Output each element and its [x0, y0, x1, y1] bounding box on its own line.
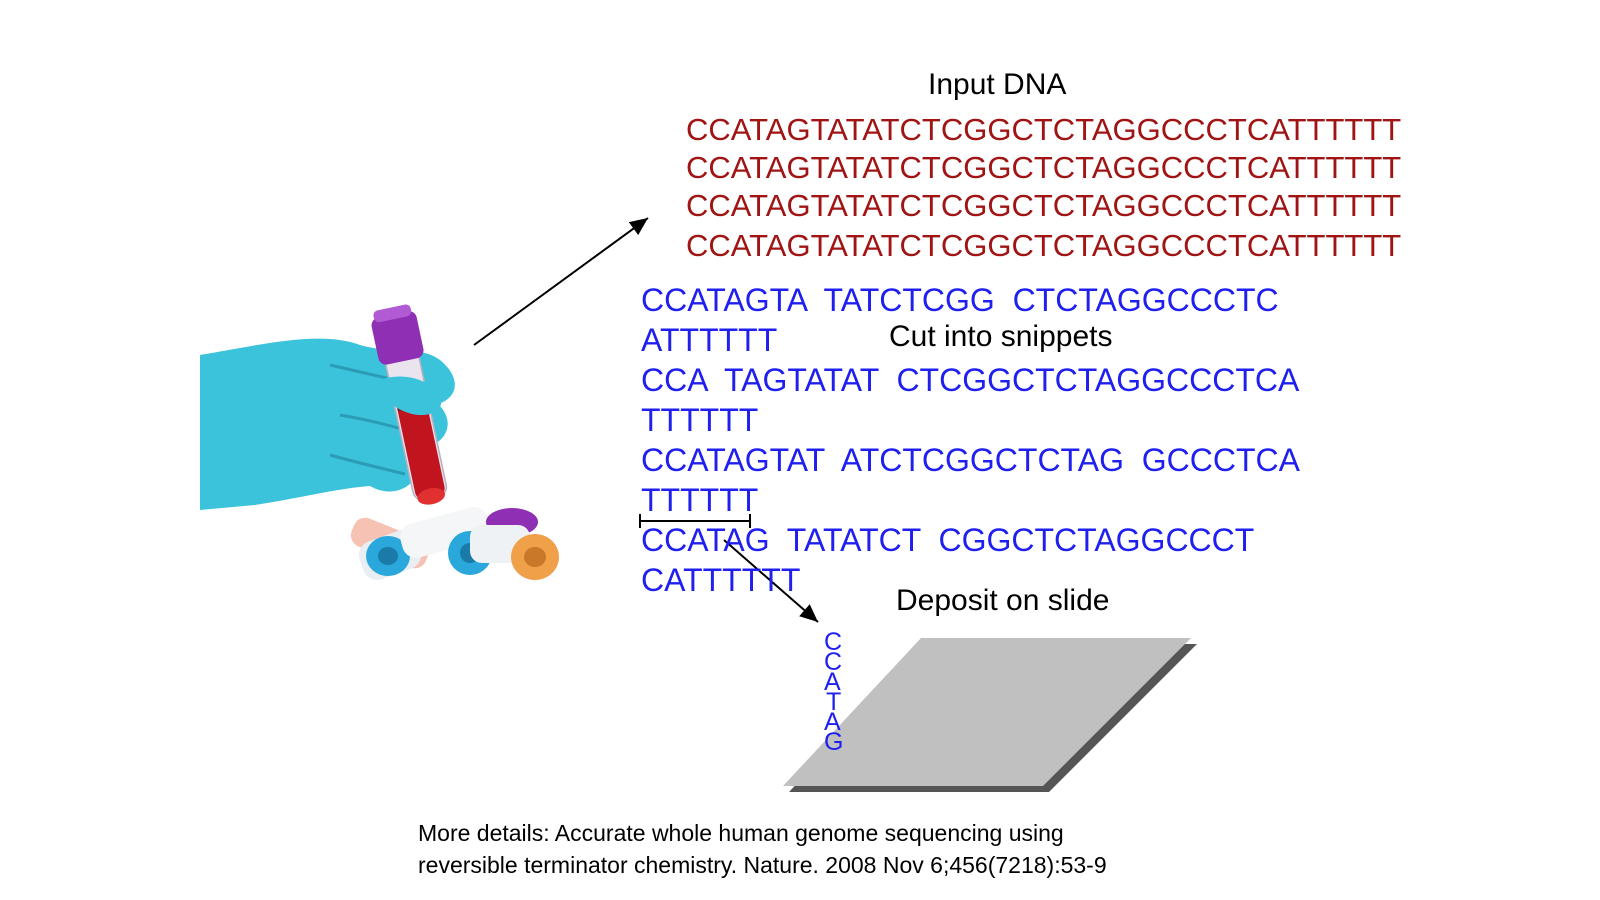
- citation-line-2: reversible terminator chemistry. Nature.…: [418, 852, 1107, 878]
- dna-line: CCATAGTATATCTCGGCTCTAGGCCCTCATTTTTT: [686, 228, 1402, 263]
- arrow-to-input-dna: [473, 217, 649, 346]
- dna-line: CCATAGTATATCTCGGCTCTAGGCCCTCATTTTTT: [686, 150, 1402, 185]
- deposited-letter: C: [824, 628, 843, 656]
- input-dna-block: CCATAGTATATCTCGGCTCTAGGCCCTCATTTTTT CCAT…: [686, 110, 1412, 270]
- cut-snippets-heading: Cut into snippets: [889, 320, 1113, 353]
- snippet-line: CATTTTTT: [641, 562, 801, 598]
- snippet-line: CCATAGTA TATCTCGG CTCTAGGCCCTC: [641, 282, 1279, 318]
- snippet-line: CCA TAGTATAT CTCGGCTCTAGGCCCTCA: [641, 362, 1300, 398]
- snippet-line: TTTTTT: [641, 402, 759, 438]
- glove-thumb: [380, 376, 442, 416]
- snippet-line: CCATAG TATATCT CGGCTCTAGGCCCT: [641, 522, 1255, 558]
- snippet-line: CCATAGTAT ATCTCGGCTCTAG GCCCTCA: [641, 442, 1300, 478]
- deposited-letter: G: [824, 728, 844, 756]
- deposit-heading: Deposit on slide: [896, 584, 1110, 617]
- slide: [783, 638, 1191, 786]
- tubes-group: [350, 507, 559, 581]
- dna-line: CCATAGTATATCTCGGCTCTAGGCCCTCATTTTTT: [686, 188, 1402, 223]
- input-dna-heading: Input DNA: [928, 68, 1067, 101]
- deposited-letter: T: [826, 688, 842, 716]
- deposited-letter: A: [824, 708, 841, 736]
- deposited-letter: C: [824, 648, 843, 676]
- citation-line-1: More details: Accurate whole human genom…: [418, 820, 1064, 846]
- snippet-line: ATTTTTT: [641, 322, 778, 358]
- dna-line: CCATAGTATATCTCGGCTCTAGGCCCTCATTTTTT: [686, 112, 1402, 147]
- arrow-to-slide: [723, 539, 819, 623]
- deposited-letter: A: [824, 668, 841, 696]
- snippet-line: TTTTTT: [641, 482, 759, 518]
